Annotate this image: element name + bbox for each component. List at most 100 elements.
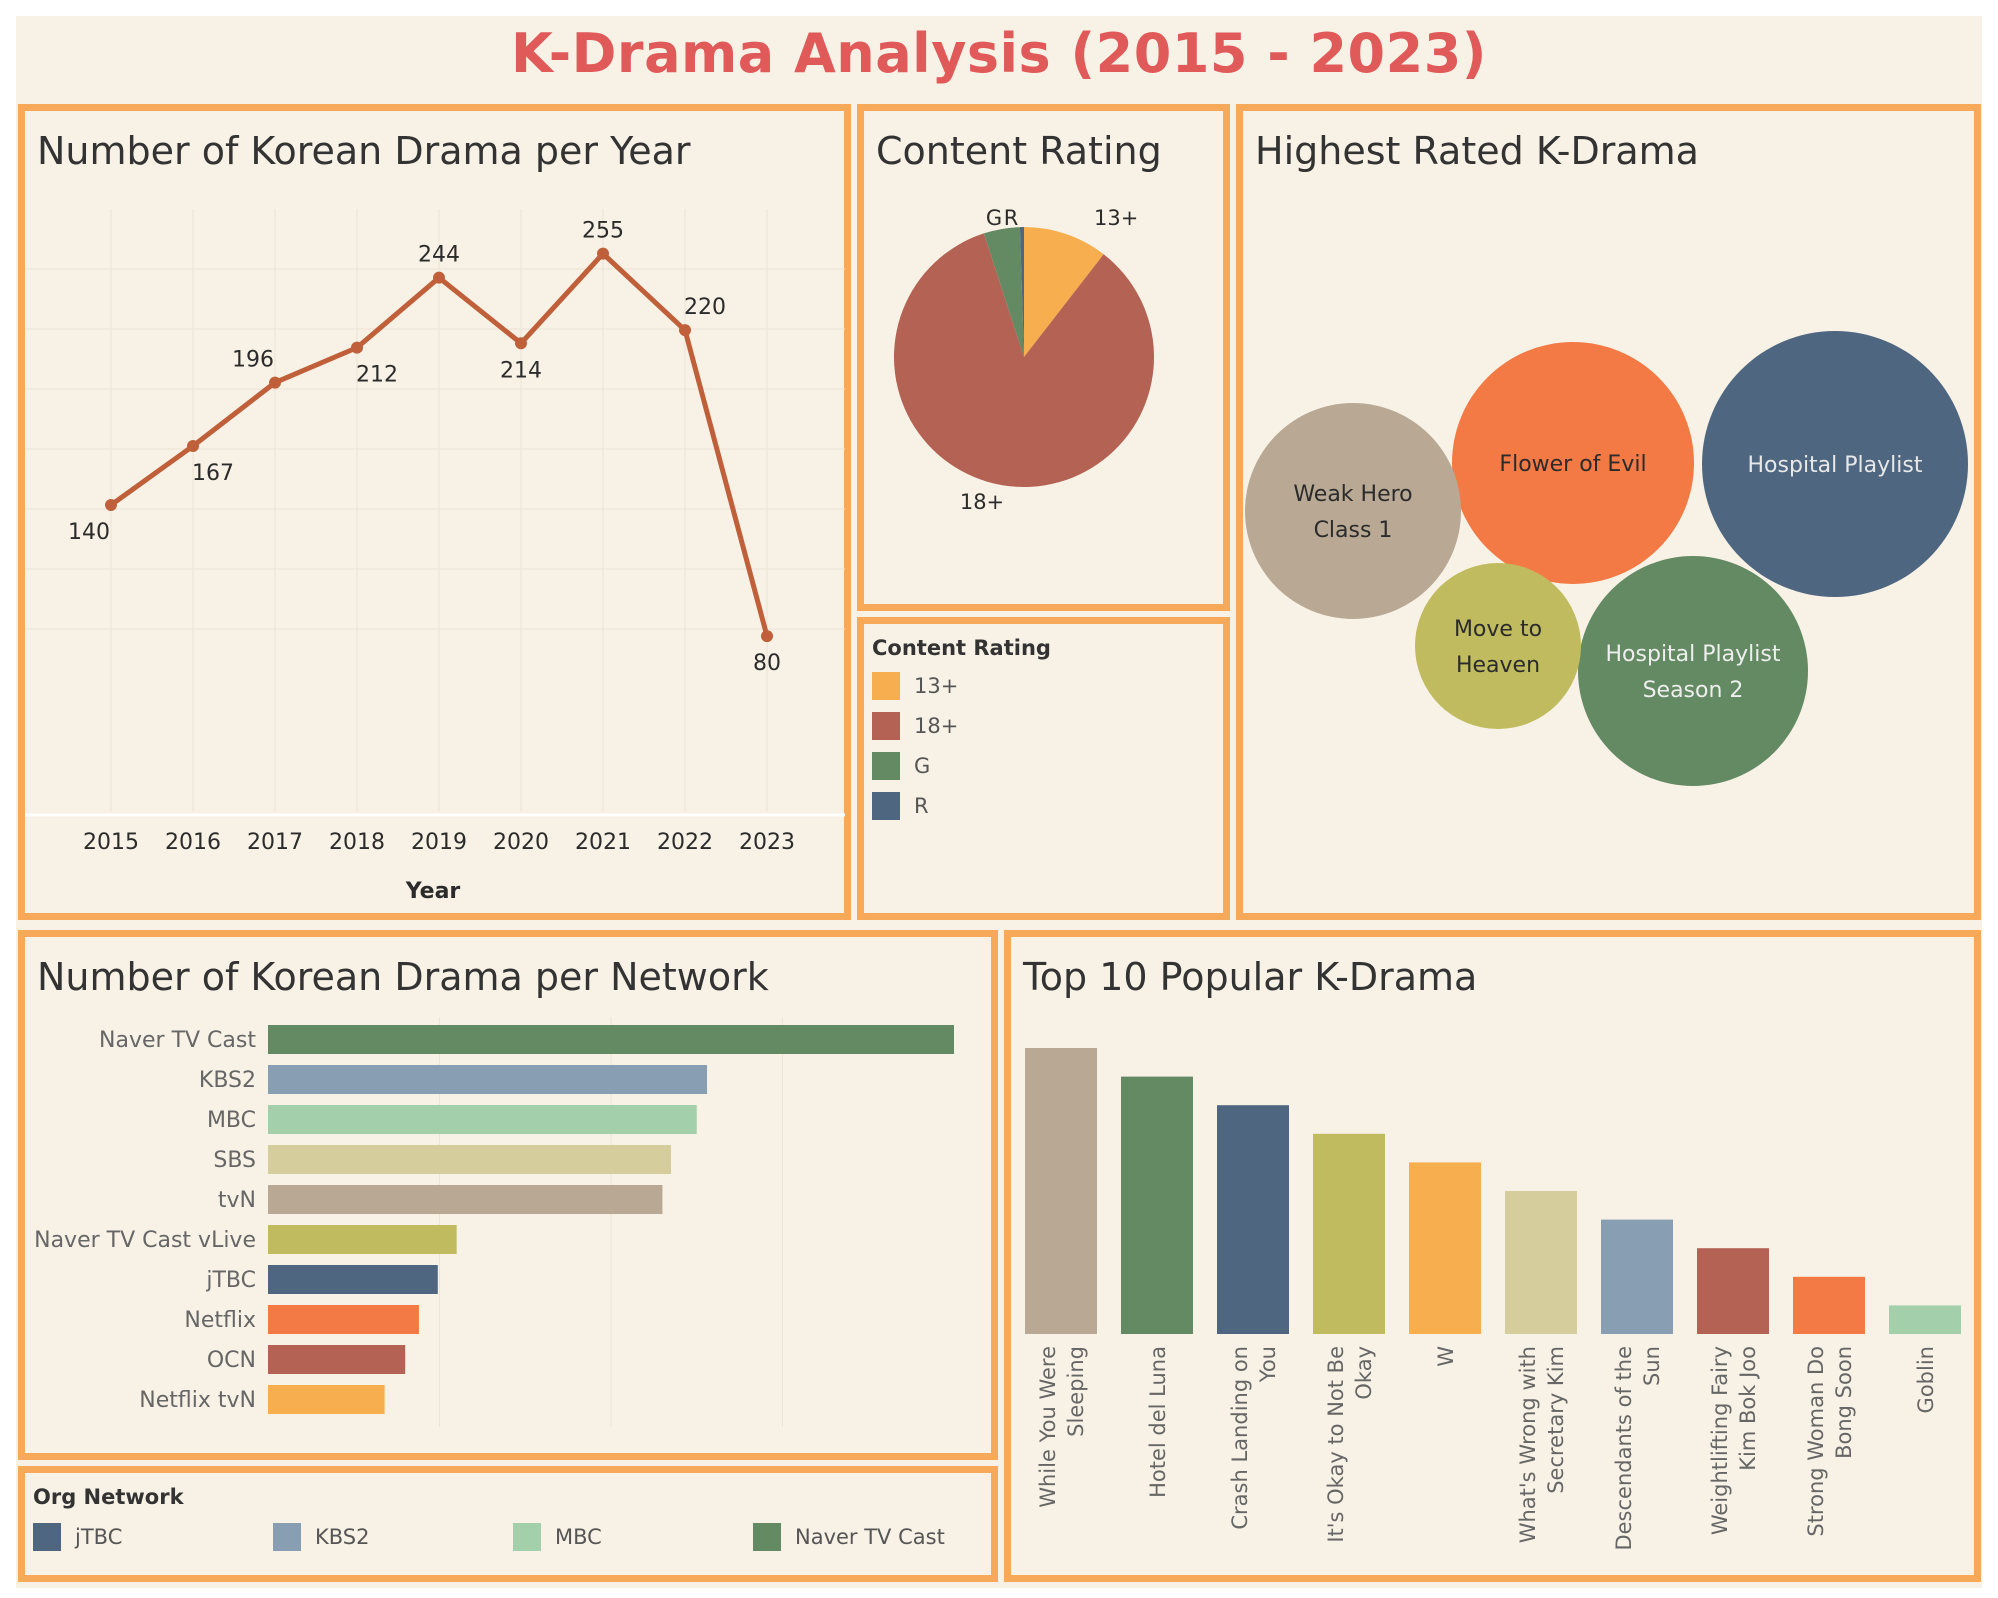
x-tick-label: 2022 (657, 830, 713, 855)
popular-tick-label-line: You (1256, 1346, 1280, 1383)
popular-bar (1409, 1162, 1481, 1334)
data-point (105, 499, 117, 511)
legend-label: R (914, 794, 929, 818)
bubble-label: Hospital Playlist (1606, 642, 1781, 667)
data-label: 140 (68, 520, 110, 545)
data-label: 255 (582, 219, 624, 244)
slice-label: 13+ (1094, 206, 1138, 230)
bubble (1245, 403, 1461, 619)
popular-tick-label-line: Crash Landing on (1228, 1346, 1252, 1530)
popular-bar (1313, 1133, 1385, 1334)
popular-bar (1889, 1305, 1961, 1334)
highest-rated-bubble-chart: Hospital Playlist Flower of Evil Hospital … (1245, 331, 1968, 786)
legend-label: jTBC (75, 1525, 123, 1549)
legend-label: Naver TV Cast (795, 1525, 945, 1549)
org-network-legend: Org Network jTBC KBS2 MBC Naver TV Cast (18, 1466, 998, 1582)
highest-rated-panel: Highest Rated K-Drama Hospital Playlist F… (1236, 104, 1981, 920)
network-tick-label: SBS (213, 1148, 256, 1173)
data-label: 212 (356, 363, 398, 388)
network-bar (268, 1185, 663, 1214)
data-label: 167 (192, 461, 234, 486)
data-label: 214 (500, 358, 542, 383)
org-network-legend-title: Org Network (33, 1485, 184, 1509)
legend-swatch (872, 672, 900, 700)
per-year-line-chart: 140 167 196 212 244 214 255 220 80 2015 2016 2017 20… (25, 209, 845, 904)
org-network-legend-item: jTBC (33, 1523, 122, 1551)
legend-label: 13+ (914, 674, 959, 698)
popular-tick-label-line: Okay (1352, 1346, 1376, 1400)
popular-bar (1793, 1276, 1865, 1334)
popular-tick-label: Crash Landing on You (1228, 1346, 1280, 1530)
data-point (269, 376, 281, 389)
popular-tick-label-line: Weightlifting Fairy (1708, 1346, 1732, 1535)
top10-panel: Top 10 Popular K-Drama While You Were Sle… (1004, 930, 1981, 1582)
data-label: 80 (753, 651, 781, 676)
top10-title: Top 10 Popular K-Drama (1023, 955, 1478, 999)
popular-tick-label-line: Secretary Kim (1544, 1346, 1568, 1494)
org-network-legend-item: KBS2 (273, 1523, 370, 1551)
network-bar (268, 1025, 954, 1054)
network-tick-label: OCN (207, 1348, 256, 1373)
content-rating-panel: Content Rating 13+ 18+ G R (857, 104, 1230, 611)
popular-tick-label-line: Strong Woman Do (1804, 1346, 1828, 1537)
data-label: 196 (232, 348, 274, 373)
data-point (597, 247, 609, 260)
network-tick-label: Netflix tvN (139, 1388, 256, 1413)
bubble (1702, 331, 1968, 597)
bubble-label: Move to (1454, 617, 1542, 642)
content-rating-legend-item: R (872, 792, 929, 820)
bubble-label: Flower of Evil (1499, 452, 1646, 477)
bubble (1452, 342, 1694, 584)
network-bar (268, 1145, 672, 1174)
per-network-bar-chart: Naver TV Cast KBS2 MBC SBS tvN Naver TV Cast … (34, 1017, 954, 1427)
popular-tick-label-line: Kim Bok Joo (1736, 1346, 1760, 1471)
bubble (1415, 563, 1581, 729)
x-tick-label: 2019 (411, 830, 467, 855)
top10-bar-chart: While You Were Sleeping Hotel del Luna Cras… (1025, 1048, 1961, 1551)
popular-tick-label-line: While You Were (1036, 1346, 1060, 1508)
x-tick-label: 2023 (739, 830, 795, 855)
x-tick-label: 2015 (83, 830, 139, 855)
slice-label: G (986, 206, 1002, 230)
popular-tick-label: Weightlifting Fairy Kim Bok Joo (1708, 1346, 1760, 1535)
legend-swatch (872, 792, 900, 820)
popular-tick-label-line: What's Wrong with (1516, 1346, 1540, 1543)
per-network-title: Number of Korean Drama per Network (37, 955, 769, 999)
legend-label: KBS2 (315, 1525, 370, 1549)
x-tick-label: 2020 (493, 830, 549, 855)
popular-tick-label-line: Sun (1640, 1346, 1664, 1386)
per-year-title: Number of Korean Drama per Year (37, 129, 691, 173)
pie-slice (894, 233, 1154, 488)
network-bar (268, 1385, 385, 1414)
network-bar (268, 1345, 406, 1374)
popular-tick-label: W (1434, 1346, 1458, 1367)
bubble-label: Class 1 (1314, 518, 1393, 543)
bubble-label: Heaven (1456, 653, 1540, 678)
data-point (761, 630, 773, 643)
network-tick-label: Naver TV Cast (99, 1028, 256, 1053)
network-bar (268, 1105, 697, 1134)
legend-swatch (273, 1523, 301, 1551)
popular-tick-label-line: Sleeping (1064, 1346, 1088, 1437)
popular-tick-label: Goblin (1914, 1346, 1938, 1413)
popular-tick-label: Descendants of the Sun (1612, 1346, 1664, 1551)
popular-tick-label: What's Wrong with Secretary Kim (1516, 1346, 1568, 1543)
pie-slice (1019, 227, 1024, 357)
popular-tick-label: Strong Woman Do Bong Soon (1804, 1346, 1856, 1537)
network-tick-label: MBC (207, 1108, 256, 1133)
content-rating-legend: Content Rating 13+ 18+ G R (857, 617, 1230, 920)
popular-tick-label: Hotel del Luna (1146, 1346, 1170, 1498)
data-point (187, 439, 199, 452)
data-label: 244 (418, 243, 460, 268)
legend-swatch (753, 1523, 781, 1551)
pie-slice (1024, 227, 1104, 357)
legend-swatch (872, 712, 900, 740)
data-point (515, 337, 527, 350)
legend-label: G (914, 754, 931, 778)
bubble (1578, 556, 1808, 786)
pie-slice (983, 227, 1024, 357)
slice-label: 18+ (960, 490, 1004, 514)
popular-tick-label-line: W (1434, 1346, 1458, 1367)
popular-bar (1697, 1248, 1769, 1334)
popular-bar (1217, 1105, 1289, 1334)
